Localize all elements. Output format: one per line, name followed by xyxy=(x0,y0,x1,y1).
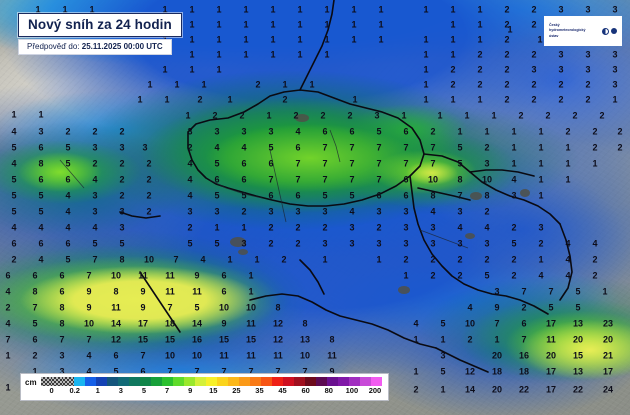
legend-swatch xyxy=(348,377,360,386)
legend-swatch xyxy=(128,377,140,386)
page-title: Nový sníh za 24 hodin xyxy=(28,17,172,32)
forecast-valid-time: Předpověď do: 25.11.2025 00:00 UTC xyxy=(27,42,163,52)
legend-label: 15 xyxy=(209,386,218,395)
legend-swatch xyxy=(150,377,162,386)
map-title-box: Nový sníh za 24 hodin xyxy=(18,13,182,37)
legend-swatch xyxy=(227,377,239,386)
legend-swatch xyxy=(293,377,305,386)
legend-swatch xyxy=(172,377,184,386)
legend-swatch xyxy=(359,377,371,386)
legend-swatch xyxy=(95,377,107,386)
legend-swatch xyxy=(117,377,129,386)
legend-swatch xyxy=(249,377,261,386)
legend-label: 3 xyxy=(118,386,123,395)
legend-label: 60 xyxy=(301,386,310,395)
legend-label: 200 xyxy=(368,386,382,395)
legend-swatch xyxy=(84,377,96,386)
legend-unit-label: cm xyxy=(25,378,37,387)
legend-tick-labels: 0 0.2 1 3 5 7 9 15 25 35 45 60 80 100 200 xyxy=(41,387,382,398)
chmi-logo[interactable]: Český hydrometeorologický ústav xyxy=(544,16,622,46)
legend-swatches xyxy=(40,377,382,386)
legend-swatch xyxy=(194,377,206,386)
legend-swatch xyxy=(106,377,118,386)
legend-swatch xyxy=(271,377,283,386)
legend-label: 35 xyxy=(255,386,264,395)
forecast-label: Předpověď do: xyxy=(27,42,80,51)
chmi-logo-icon xyxy=(602,27,617,35)
legend-swatch xyxy=(139,377,151,386)
legend-swatch xyxy=(370,377,382,386)
legend-swatch xyxy=(183,377,195,386)
legend-swatch xyxy=(315,377,327,386)
legend-label: 5 xyxy=(141,386,147,395)
map-subtitle-box: Předpověď do: 25.11.2025 00:00 UTC xyxy=(18,39,172,55)
legend-label: 7 xyxy=(164,386,170,395)
legend-label: 100 xyxy=(345,386,359,395)
legend-swatch xyxy=(282,377,294,386)
legend-label: 9 xyxy=(188,386,193,395)
legend-label: 25 xyxy=(232,386,241,395)
legend-swatch xyxy=(337,377,349,386)
legend-label: 45 xyxy=(278,386,287,395)
legend-swatch xyxy=(62,377,74,386)
legend-swatch xyxy=(216,377,228,386)
legend-label: 0 xyxy=(49,386,54,395)
legend-swatch xyxy=(161,377,173,386)
legend-swatch xyxy=(205,377,217,386)
color-scale-legend: cm 0 0.2 1 3 5 7 9 15 25 35 45 60 80 100 200 xyxy=(20,373,389,401)
legend-strip: 0 0.2 1 3 5 7 9 15 25 35 45 60 80 100 200 xyxy=(40,377,382,398)
legend-swatch xyxy=(326,377,338,386)
legend-swatch xyxy=(51,377,63,386)
legend-swatch xyxy=(238,377,250,386)
forecast-timestamp: 25.11.2025 00:00 UTC xyxy=(81,42,163,51)
legend-label: 1 xyxy=(95,386,100,395)
legend-swatch xyxy=(40,377,52,386)
legend-swatch xyxy=(304,377,316,386)
chmi-logo-text: Český hydrometeorologický ústav xyxy=(549,23,586,38)
legend-swatch xyxy=(73,377,85,386)
legend-swatch xyxy=(260,377,272,386)
legend-label: 0.2 xyxy=(69,386,80,395)
legend-label: 80 xyxy=(324,386,333,395)
